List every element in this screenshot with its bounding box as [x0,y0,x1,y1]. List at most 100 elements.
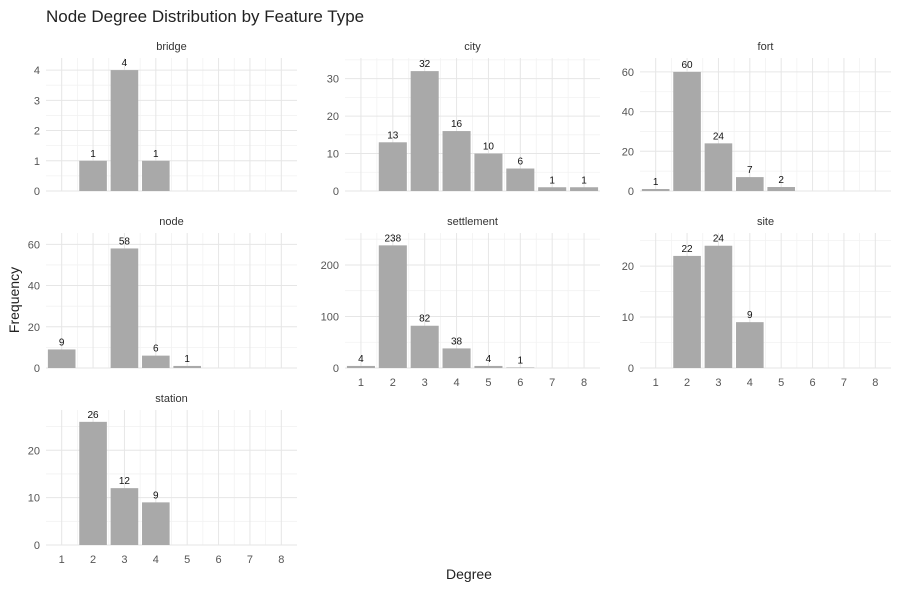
x-tick-label: 5 [778,377,784,389]
bar [570,187,599,191]
y-tick-label: 0 [333,363,339,375]
y-tick-label: 10 [327,149,339,161]
bar-data-label: 9 [153,490,159,501]
x-tick-label: 4 [454,377,460,389]
x-tick-label: 5 [485,377,491,389]
bar-data-label: 4 [358,354,364,365]
facet-title: city [464,41,481,53]
x-tick-label: 7 [549,377,555,389]
x-tick-label: 1 [358,377,364,389]
x-tick-label: 8 [581,377,587,389]
y-tick-label: 0 [34,540,40,552]
bar [378,142,407,191]
y-tick-label: 10 [28,493,40,505]
facet-title: bridge [156,41,187,53]
y-tick-label: 60 [622,67,634,79]
y-tick-label: 20 [622,261,634,273]
y-tick-label: 1 [34,156,40,168]
y-tick-label: 200 [321,260,339,272]
bar-data-label: 60 [682,60,694,71]
y-tick-label: 20 [28,445,40,457]
x-tick-label: 8 [278,554,284,566]
facet-title: settlement [447,216,498,228]
facet-panel-city: 0 10 20 30 city 13 32 16 10 6 1 1 [327,41,600,198]
facet-title: station [155,393,187,405]
bar [736,322,764,368]
y-tick-label: 10 [622,312,634,324]
facet-panel-fort: 0 20 40 60 fort 1 60 24 7 2 [622,41,891,198]
facet-title: node [159,216,183,228]
x-tick-label: 4 [153,554,159,566]
y-tick-label: 60 [28,239,40,251]
bar [142,160,170,191]
bar [378,245,407,368]
bar [474,153,503,191]
facet-panel-node: 0 20 40 60 node 9 58 6 1 [28,216,297,375]
bar [110,70,139,191]
bar [142,355,170,368]
y-tick-label: 100 [321,311,339,323]
bar-data-label: 22 [682,244,694,255]
bar-data-label: 4 [486,354,492,365]
bar [736,177,764,191]
bar-data-label: 1 [549,175,555,186]
bar [704,143,733,191]
y-tick-label: 2 [34,126,40,138]
y-tick-label: 20 [327,111,339,123]
y-tick-label: 20 [28,322,40,334]
y-tick-label: 0 [34,363,40,375]
bar-data-label: 6 [153,344,159,355]
bar [442,131,471,191]
bar-data-label: 38 [451,336,463,347]
x-tick-label: 2 [90,554,96,566]
x-axis-title: Degree [446,566,492,582]
x-tick-label: 6 [216,554,222,566]
bar-data-label: 24 [713,131,725,142]
bar-data-label: 12 [119,476,131,487]
facet-title: site [757,216,774,228]
x-tick-label: 3 [422,377,428,389]
y-tick-label: 0 [628,363,634,375]
bar-data-label: 4 [122,58,128,69]
bar-data-label: 1 [653,177,659,188]
y-tick-label: 3 [34,95,40,107]
bar [110,488,139,545]
x-tick-label: 6 [517,377,523,389]
x-tick-label: 4 [747,377,753,389]
bar-data-label: 1 [153,149,159,160]
bar-data-label: 6 [518,157,524,168]
x-tick-label: 3 [715,377,721,389]
chart-title: Node Degree Distribution by Feature Type [46,7,364,26]
y-tick-label: 30 [327,74,339,86]
bar-data-label: 24 [713,234,725,245]
bar-data-label: 10 [483,142,495,153]
bar [79,160,107,191]
bar [506,168,535,191]
bar-data-label: 58 [119,236,131,247]
y-tick-label: 40 [622,107,634,119]
bar-data-label: 32 [419,59,431,70]
y-tick-label: 4 [34,65,40,77]
bar-data-label: 7 [747,165,753,176]
bar-data-label: 1 [518,355,524,366]
bar-data-label: 2 [778,175,784,186]
bar [410,325,439,368]
bar [346,365,375,368]
bar [79,421,107,545]
y-tick-label: 0 [34,186,40,198]
bar [673,255,701,368]
bar-data-label: 238 [384,233,401,244]
x-tick-label: 3 [121,554,127,566]
bar-data-label: 1 [90,149,96,160]
y-tick-label: 40 [28,281,40,293]
bar [538,187,567,191]
bar [142,502,170,545]
bar-data-label: 26 [88,410,100,421]
facet-panel-bridge: 0 1 2 3 4 bridge 1 4 1 [34,41,297,198]
bar-data-label: 82 [419,314,431,325]
x-tick-label: 7 [841,377,847,389]
facet-panel-site: 0 10 20 site 22 24 9 1 2 3 4 5 6 7 8 [622,216,891,389]
